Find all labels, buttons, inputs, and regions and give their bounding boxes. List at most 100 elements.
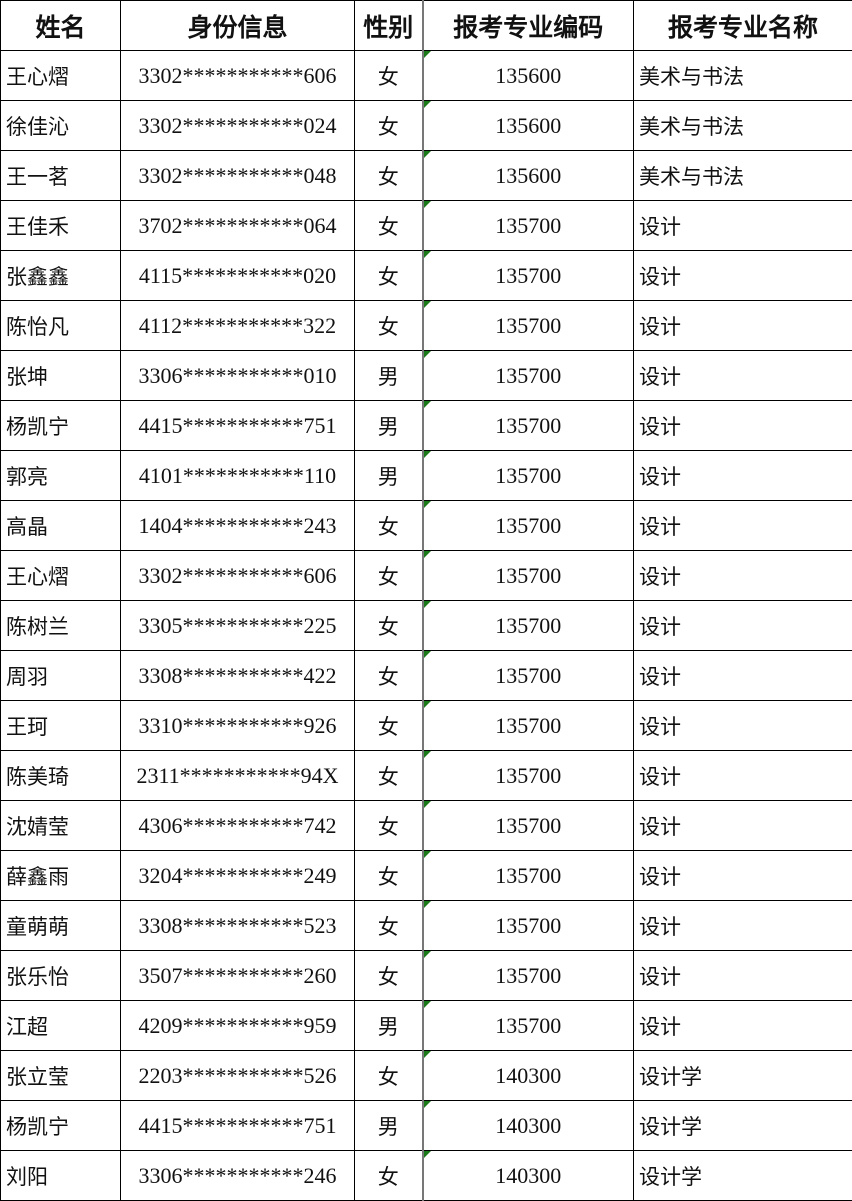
cell-gender[interactable]: 女 [354,1150,424,1201]
cell-gender[interactable]: 女 [354,650,424,701]
cell-name[interactable]: 张坤 [0,350,121,401]
cell-major-name[interactable]: 设计 [633,900,852,951]
cell-name[interactable]: 张乐怡 [0,950,121,1001]
cell-major-code[interactable]: 140300 [422,1100,634,1151]
cell-major-name[interactable]: 设计学 [633,1050,852,1101]
cell-gender[interactable]: 女 [354,150,424,201]
cell-major-code[interactable]: 135700 [422,700,634,751]
cell-gender[interactable]: 女 [354,850,424,901]
cell-name[interactable]: 王一茗 [0,150,121,201]
cell-name[interactable]: 徐佳沁 [0,100,121,151]
cell-major-code[interactable]: 135700 [422,850,634,901]
cell-gender[interactable]: 女 [354,500,424,551]
cell-id[interactable]: 2311***********94X [120,750,355,801]
cell-id[interactable]: 3306***********010 [120,350,355,401]
cell-name[interactable]: 王心熠 [0,550,121,601]
header-major-name[interactable]: 报考专业名称 [633,0,852,51]
cell-major-code[interactable]: 135700 [422,550,634,601]
cell-gender[interactable]: 女 [354,100,424,151]
cell-gender[interactable]: 女 [354,250,424,301]
cell-id[interactable]: 3308***********523 [120,900,355,951]
cell-name[interactable]: 沈婧莹 [0,800,121,851]
cell-major-code[interactable]: 135700 [422,1000,634,1051]
cell-major-code[interactable]: 135700 [422,400,634,451]
cell-name[interactable]: 高晶 [0,500,121,551]
cell-major-code[interactable]: 135700 [422,300,634,351]
cell-major-code[interactable]: 135700 [422,500,634,551]
cell-major-name[interactable]: 设计 [633,750,852,801]
cell-major-code[interactable]: 135700 [422,950,634,1001]
cell-major-code[interactable]: 135700 [422,600,634,651]
cell-major-name[interactable]: 设计 [633,850,852,901]
cell-gender[interactable]: 男 [354,1100,424,1151]
cell-major-name[interactable]: 设计 [633,1000,852,1051]
cell-gender[interactable]: 女 [354,900,424,951]
cell-id[interactable]: 4112***********322 [120,300,355,351]
cell-major-code[interactable]: 140300 [422,1050,634,1101]
cell-name[interactable]: 薛鑫雨 [0,850,121,901]
cell-gender[interactable]: 女 [354,600,424,651]
cell-gender[interactable]: 女 [354,700,424,751]
cell-gender[interactable]: 女 [354,1050,424,1101]
cell-major-name[interactable]: 设计 [633,250,852,301]
cell-id[interactable]: 4415***********751 [120,400,355,451]
cell-name[interactable]: 童萌萌 [0,900,121,951]
cell-major-code[interactable]: 135600 [422,150,634,201]
cell-id[interactable]: 4209***********959 [120,1000,355,1051]
cell-id[interactable]: 3302***********606 [120,50,355,101]
cell-id[interactable]: 3306***********246 [120,1150,355,1201]
cell-id[interactable]: 3702***********064 [120,200,355,251]
cell-major-code[interactable]: 135700 [422,350,634,401]
header-gender[interactable]: 性别 [354,0,424,51]
cell-major-name[interactable]: 设计 [633,350,852,401]
cell-major-name[interactable]: 美术与书法 [633,100,852,151]
header-id[interactable]: 身份信息 [120,0,355,51]
cell-id[interactable]: 4306***********742 [120,800,355,851]
cell-name[interactable]: 郭亮 [0,450,121,501]
cell-major-name[interactable]: 设计 [633,400,852,451]
cell-name[interactable]: 杨凯宁 [0,400,121,451]
cell-name[interactable]: 张立莹 [0,1050,121,1101]
cell-major-code[interactable]: 135700 [422,450,634,501]
cell-name[interactable]: 周羽 [0,650,121,701]
cell-id[interactable]: 3310***********926 [120,700,355,751]
cell-major-name[interactable]: 设计 [633,800,852,851]
cell-gender[interactable]: 女 [354,300,424,351]
cell-gender[interactable]: 男 [354,1000,424,1051]
cell-name[interactable]: 王心熠 [0,50,121,101]
cell-major-code[interactable]: 140300 [422,1150,634,1201]
cell-gender[interactable]: 女 [354,950,424,1001]
cell-id[interactable]: 3302***********024 [120,100,355,151]
cell-gender[interactable]: 男 [354,450,424,501]
cell-major-code[interactable]: 135700 [422,750,634,801]
cell-name[interactable]: 陈怡凡 [0,300,121,351]
cell-major-name[interactable]: 设计 [633,700,852,751]
cell-major-code[interactable]: 135700 [422,200,634,251]
header-major-code[interactable]: 报考专业编码 [422,0,634,51]
cell-name[interactable]: 刘阳 [0,1150,121,1201]
cell-id[interactable]: 4115***********020 [120,250,355,301]
cell-id[interactable]: 1404***********243 [120,500,355,551]
cell-id[interactable]: 3507***********260 [120,950,355,1001]
cell-gender[interactable]: 女 [354,550,424,601]
cell-gender[interactable]: 女 [354,800,424,851]
cell-gender[interactable]: 女 [354,50,424,101]
cell-major-code[interactable]: 135700 [422,900,634,951]
cell-gender[interactable]: 女 [354,750,424,801]
cell-name[interactable]: 张鑫鑫 [0,250,121,301]
cell-id[interactable]: 3302***********048 [120,150,355,201]
cell-gender[interactable]: 女 [354,200,424,251]
cell-id[interactable]: 3305***********225 [120,600,355,651]
cell-major-name[interactable]: 设计学 [633,1100,852,1151]
cell-id[interactable]: 3204***********249 [120,850,355,901]
cell-major-name[interactable]: 设计 [633,200,852,251]
cell-major-name[interactable]: 设计 [633,650,852,701]
cell-major-code[interactable]: 135700 [422,800,634,851]
cell-id[interactable]: 4415***********751 [120,1100,355,1151]
cell-gender[interactable]: 男 [354,350,424,401]
cell-gender[interactable]: 男 [354,400,424,451]
cell-name[interactable]: 陈树兰 [0,600,121,651]
cell-major-name[interactable]: 设计学 [633,1150,852,1201]
cell-id[interactable]: 2203***********526 [120,1050,355,1101]
cell-name[interactable]: 王珂 [0,700,121,751]
